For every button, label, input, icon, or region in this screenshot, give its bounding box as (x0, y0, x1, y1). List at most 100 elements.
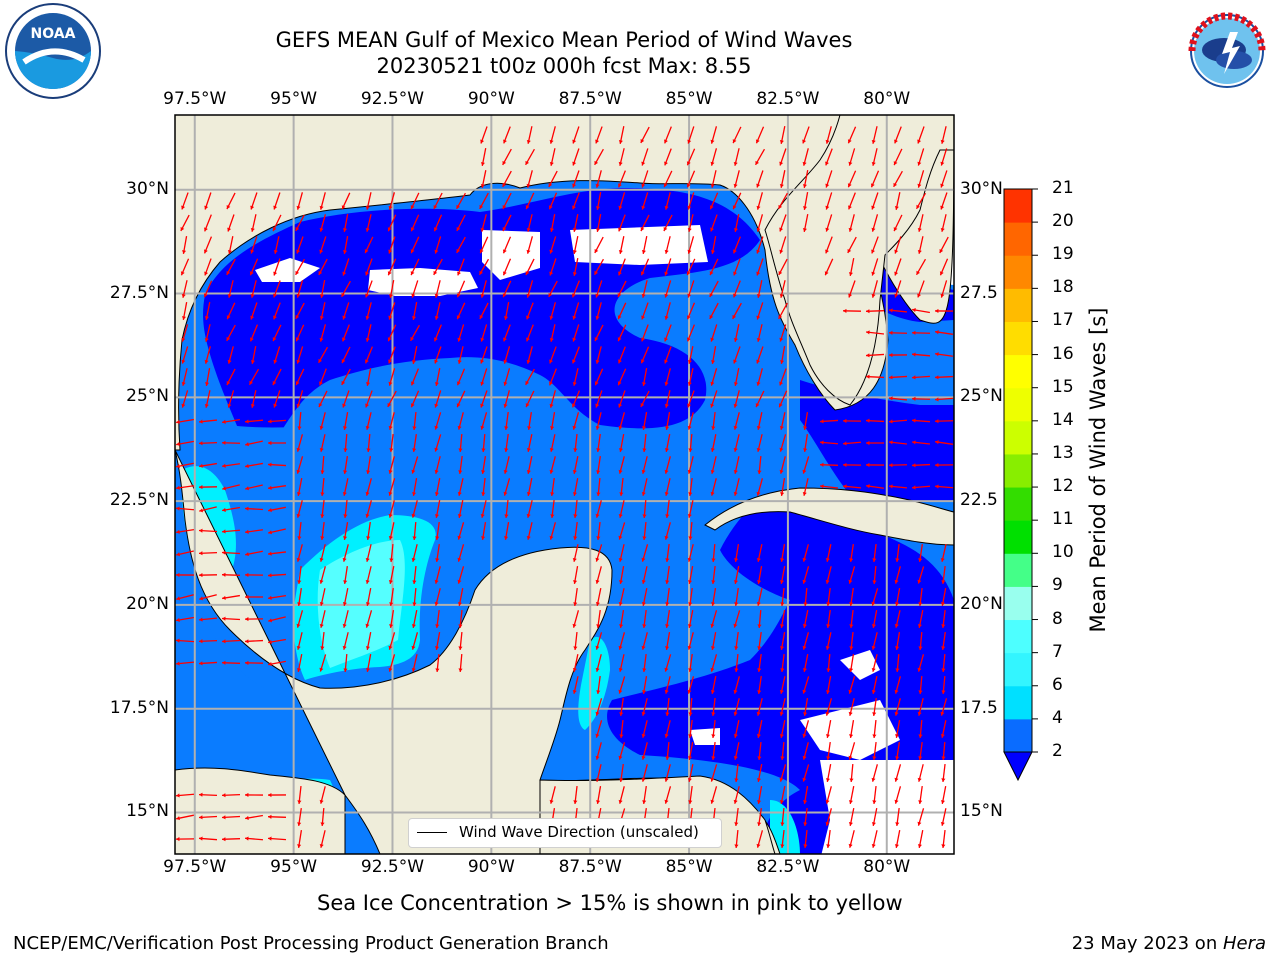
land-mass-2 (175, 449, 781, 854)
wave-direction-arrowhead (245, 552, 249, 557)
wave-direction-arrowhead (268, 639, 272, 644)
wave-direction-arrowhead (895, 822, 900, 826)
wave-direction-arrowhead (711, 712, 716, 716)
wave-direction-arrowhead (479, 270, 484, 275)
wave-direction-arrowhead (595, 403, 600, 408)
wave-direction-arrowhead (641, 337, 645, 342)
wave-direction-arrowhead (199, 815, 203, 820)
wave-direction-arrowhead (940, 227, 945, 232)
wave-direction-arrowhead (711, 734, 716, 738)
wave-direction-arrowhead (711, 756, 716, 760)
wave-direction-arrowhead (733, 359, 738, 364)
wave-direction-arrowhead (941, 778, 946, 782)
wave-direction-arrowhead (365, 602, 370, 606)
wave-direction-arrowhead (245, 529, 249, 534)
wave-direction-arrowhead (181, 293, 186, 298)
wave-direction-arrowhead (918, 734, 923, 738)
wave-direction-arrowhead (733, 689, 738, 694)
wave-direction-arrowhead (389, 558, 394, 562)
wave-direction-arrowhead (272, 227, 277, 232)
wave-direction-arrowhead (711, 558, 716, 562)
wave-direction-arrowhead (410, 227, 415, 232)
wave-direction-arrowhead (665, 646, 670, 650)
wave-direction-arrowhead (665, 712, 670, 716)
wave-direction-arrowhead (549, 271, 554, 276)
wave-direction-arrowhead (388, 580, 393, 584)
wave-direction-arrowhead (434, 425, 439, 430)
wave-direction-arrowhead (596, 492, 601, 496)
wave-direction-arrowhead (176, 419, 180, 424)
wave-direction-arrowhead (365, 382, 371, 386)
wave-direction-arrowhead (199, 551, 203, 556)
wave-direction-arrowhead (268, 573, 272, 578)
wave-direction-arrowhead (320, 514, 325, 518)
wave-direction-arrowhead (825, 690, 831, 694)
wave-direction-arrowhead (480, 139, 485, 144)
wave-direction-arrowhead (825, 734, 831, 738)
chart-title-line1: GEFS MEAN Gulf of Mexico Mean Period of … (275, 28, 853, 52)
wave-direction-arrowhead (803, 712, 808, 716)
wave-direction-arrowhead (889, 308, 893, 313)
lon-tick-label-top: 80°W (863, 89, 911, 109)
wave-direction-arrowhead (889, 330, 893, 335)
wave-direction-arrowhead (871, 205, 876, 210)
wave-direction-arrowhead (688, 492, 693, 496)
wave-direction-arrowhead (935, 330, 939, 335)
wave-direction-arrowhead (733, 161, 738, 166)
wave-direction-arrowhead (503, 381, 508, 386)
wave-direction-arrowhead (319, 799, 324, 804)
wave-direction-arrowhead (181, 205, 186, 210)
wave-direction-arrowhead (618, 469, 623, 474)
wave-direction-arrowhead (549, 139, 554, 144)
wave-direction-arrowhead (641, 183, 646, 188)
wave-direction-arrowhead (595, 755, 600, 760)
wave-direction-arrowhead (733, 756, 738, 760)
wave-direction-arrowhead (780, 756, 785, 760)
wave-direction-arrowhead (871, 161, 876, 166)
wave-direction-arrowhead (618, 403, 623, 408)
wave-direction-arrowhead (779, 580, 784, 584)
wave-direction-arrowhead (825, 646, 830, 650)
wave-direction-arrowhead (457, 602, 462, 606)
wave-direction-arrowhead (733, 425, 738, 430)
wave-direction-arrowhead (688, 800, 693, 804)
wave-direction-arrowhead (388, 513, 393, 518)
date-text: 23 May 2023 on (1071, 933, 1223, 954)
wave-direction-arrowhead (572, 250, 577, 254)
wave-direction-arrowhead (388, 469, 393, 474)
wave-direction-arrowhead (435, 558, 440, 562)
wave-direction-arrowhead (249, 380, 254, 385)
wave-direction-arrowhead (619, 712, 624, 716)
wave-direction-arrowhead (941, 580, 946, 584)
wave-direction-arrowhead (596, 800, 601, 804)
wave-direction-arrowhead (595, 513, 600, 518)
colorbar-segment (1004, 453, 1032, 488)
wave-direction-arrowhead (502, 205, 507, 210)
wave-direction-arrowhead (779, 161, 784, 166)
wave-direction-arrowhead (273, 250, 278, 254)
wave-direction-arrowhead (410, 336, 415, 341)
wave-direction-arrowhead (779, 646, 785, 650)
wave-direction-arrowhead (825, 249, 829, 254)
wave-direction-arrowhead (549, 469, 554, 474)
wave-direction-arrowhead (779, 426, 784, 430)
wave-direction-arrowhead (871, 601, 876, 606)
wave-direction-arrowhead (549, 161, 554, 166)
wave-direction-arrowhead (617, 315, 622, 320)
wave-direction-arrowhead (618, 448, 623, 452)
wave-direction-arrowhead (342, 645, 347, 650)
wave-direction-arrowhead (572, 623, 577, 628)
wave-direction-arrowhead (572, 470, 577, 474)
wave-direction-arrowhead (664, 381, 669, 386)
wave-direction-arrowhead (296, 469, 301, 474)
nws-logo (1180, 4, 1274, 98)
wave-direction-arrowhead (268, 508, 272, 513)
colorbar-segment (1004, 619, 1032, 654)
wave-direction-arrowhead (848, 711, 853, 716)
wave-direction-arrowhead (342, 271, 347, 276)
wave-direction-arrowhead (527, 426, 532, 430)
wave-direction-arrowhead (889, 440, 893, 445)
wave-direction-arrowhead (456, 315, 461, 320)
wave-direction-arrowhead (756, 359, 761, 364)
wave-direction-arrowhead (940, 205, 945, 210)
